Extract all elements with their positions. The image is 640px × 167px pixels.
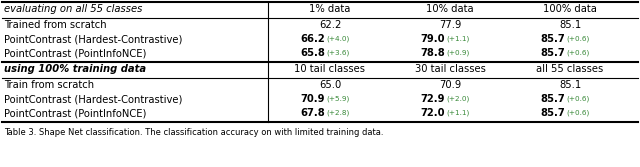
- Text: 100% data: 100% data: [543, 4, 597, 14]
- Text: Trained from scratch: Trained from scratch: [4, 20, 107, 30]
- Text: 78.8: 78.8: [420, 48, 445, 58]
- Text: 85.1: 85.1: [559, 20, 581, 30]
- Text: 66.2: 66.2: [300, 34, 325, 44]
- Text: 72.0: 72.0: [420, 108, 445, 118]
- Text: 10 tail classes: 10 tail classes: [294, 64, 365, 74]
- Text: 1% data: 1% data: [309, 4, 351, 14]
- Text: (+0.6): (+0.6): [566, 96, 589, 103]
- Text: Table 3. Shape Net classification. The classification accuracy on with limited t: Table 3. Shape Net classification. The c…: [4, 128, 383, 137]
- Text: all 55 classes: all 55 classes: [536, 64, 604, 74]
- Text: (+3.6): (+3.6): [326, 50, 349, 56]
- Text: (+5.9): (+5.9): [326, 96, 349, 103]
- Text: using 100% training data: using 100% training data: [4, 64, 146, 74]
- Text: 77.9: 77.9: [439, 20, 461, 30]
- Text: PointContrast (Hardest-Contrastive): PointContrast (Hardest-Contrastive): [4, 34, 182, 44]
- Text: 85.7: 85.7: [540, 108, 565, 118]
- Text: 72.9: 72.9: [420, 94, 445, 104]
- Text: 62.2: 62.2: [319, 20, 341, 30]
- Text: 30 tail classes: 30 tail classes: [415, 64, 485, 74]
- Text: PointContrast (Hardest-Contrastive): PointContrast (Hardest-Contrastive): [4, 94, 182, 104]
- Text: PointContrast (PointInfoNCE): PointContrast (PointInfoNCE): [4, 108, 147, 118]
- Text: 85.7: 85.7: [540, 94, 565, 104]
- Text: 65.8: 65.8: [300, 48, 325, 58]
- Text: (+0.9): (+0.9): [446, 50, 469, 56]
- Text: (+0.6): (+0.6): [566, 110, 589, 117]
- Text: (+2.0): (+2.0): [446, 96, 469, 103]
- Text: (+4.0): (+4.0): [326, 36, 349, 42]
- Text: (+2.8): (+2.8): [326, 110, 349, 117]
- Text: 67.8: 67.8: [300, 108, 325, 118]
- Text: 85.7: 85.7: [540, 48, 565, 58]
- Text: 85.7: 85.7: [540, 34, 565, 44]
- Text: 10% data: 10% data: [426, 4, 474, 14]
- Text: 79.0: 79.0: [420, 34, 445, 44]
- Text: 65.0: 65.0: [319, 80, 341, 90]
- Text: evaluating on all 55 classes: evaluating on all 55 classes: [4, 4, 142, 14]
- Text: (+1.1): (+1.1): [446, 110, 469, 117]
- Text: (+1.1): (+1.1): [446, 36, 469, 42]
- Text: (+0.6): (+0.6): [566, 36, 589, 42]
- Text: 70.9: 70.9: [439, 80, 461, 90]
- Text: 85.1: 85.1: [559, 80, 581, 90]
- Text: Train from scratch: Train from scratch: [4, 80, 94, 90]
- Text: 70.9: 70.9: [301, 94, 325, 104]
- Text: PointContrast (PointInfoNCE): PointContrast (PointInfoNCE): [4, 48, 147, 58]
- Text: (+0.6): (+0.6): [566, 50, 589, 56]
